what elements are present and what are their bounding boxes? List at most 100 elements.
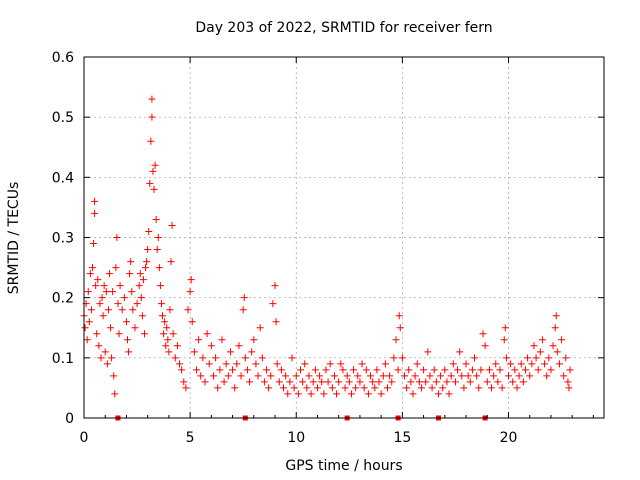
data-point: [562, 354, 570, 362]
data-point: [565, 384, 573, 392]
data-point: [541, 360, 549, 368]
x-tick-label: 15: [393, 430, 411, 446]
data-point: [187, 276, 195, 284]
data-point: [471, 354, 479, 362]
data-point: [207, 342, 215, 350]
data-point: [530, 342, 538, 350]
data-point: [313, 384, 321, 392]
data-point: [560, 372, 568, 380]
data-point: [107, 324, 115, 332]
data-point: [294, 390, 302, 398]
data-point: [105, 270, 113, 278]
data-point: [87, 306, 95, 314]
data-point: [375, 378, 383, 386]
data-point: [309, 378, 317, 386]
data-point: [350, 366, 358, 374]
data-point: [326, 360, 334, 368]
data-point: [328, 384, 336, 392]
data-point: [220, 378, 228, 386]
data-point: [301, 360, 309, 368]
data-point: [485, 366, 493, 374]
data-point: [392, 336, 400, 344]
data-point: [178, 366, 186, 374]
data-point: [492, 360, 500, 368]
data-point: [282, 372, 290, 380]
data-point: [113, 234, 121, 241]
data-point: [159, 312, 167, 320]
data-point: [138, 312, 146, 320]
data-point: [494, 378, 502, 386]
data-point: [437, 372, 445, 380]
axes-layer: 0 0.1 0.2 0.3 0.4 0.5 0.6 0 5 10 15 20: [52, 50, 605, 446]
data-point: [347, 390, 355, 398]
data-point: [299, 378, 307, 386]
data-point: [267, 372, 275, 380]
data-point: [237, 372, 245, 380]
data-point: [152, 215, 160, 223]
data-point: [290, 384, 298, 392]
data-point: [165, 348, 173, 356]
data-point: [454, 366, 462, 374]
y-axis-label: SRMTID / TECUs: [6, 182, 22, 295]
y-tick-label: 0.5: [52, 110, 74, 126]
data-point: [173, 342, 181, 350]
data-point: [373, 366, 381, 374]
data-point: [84, 288, 92, 296]
data-point: [147, 137, 155, 145]
x-tick-label: 5: [186, 430, 195, 446]
data-point: [239, 306, 247, 314]
data-point: [566, 366, 574, 374]
data-point: [543, 372, 551, 380]
data-point: [288, 354, 296, 362]
data-point: [216, 366, 224, 374]
data-point: [534, 366, 542, 374]
data-point: [477, 366, 485, 374]
data-point: [133, 300, 141, 308]
data-point: [111, 390, 119, 398]
data-point: [125, 348, 133, 356]
data-point: [322, 366, 330, 374]
y-tick-label: 0.6: [52, 50, 74, 66]
data-point: [337, 360, 345, 368]
data-point: [122, 318, 130, 326]
data-point: [160, 330, 168, 338]
data-point: [139, 276, 147, 284]
data-point: [343, 372, 351, 380]
data-point: [100, 282, 108, 290]
data-point: [509, 378, 517, 386]
data-point: [519, 378, 527, 386]
data-point: [462, 360, 470, 368]
data-point: [94, 276, 102, 284]
data-point: [458, 372, 466, 380]
data-point: [205, 360, 213, 368]
x-tick-label: 20: [500, 430, 518, 446]
data-point: [149, 167, 157, 175]
data-point: [358, 360, 366, 368]
data-point: [405, 366, 413, 374]
data-point: [218, 336, 226, 344]
data-point: [498, 384, 506, 392]
data-point: [155, 264, 163, 272]
data-point: [481, 342, 489, 350]
data-point: [277, 366, 285, 374]
data-point: [430, 366, 438, 374]
data-point: [443, 378, 451, 386]
data-point: [167, 258, 175, 266]
data-point: [162, 342, 170, 350]
data-point: [483, 378, 491, 386]
data-point: [203, 330, 211, 338]
data-point: [186, 288, 194, 296]
data-point: [280, 384, 288, 392]
y-tick-label: 0: [65, 411, 74, 427]
data-point: [468, 366, 476, 374]
data-point: [195, 336, 203, 344]
data-point: [233, 360, 241, 368]
data-point: [252, 360, 260, 368]
data-point: [146, 179, 154, 187]
data-point: [88, 264, 96, 272]
data-point: [341, 384, 349, 392]
data-point: [166, 306, 174, 314]
data-point: [473, 372, 481, 380]
data-point: [256, 324, 264, 332]
data-point: [136, 270, 144, 278]
